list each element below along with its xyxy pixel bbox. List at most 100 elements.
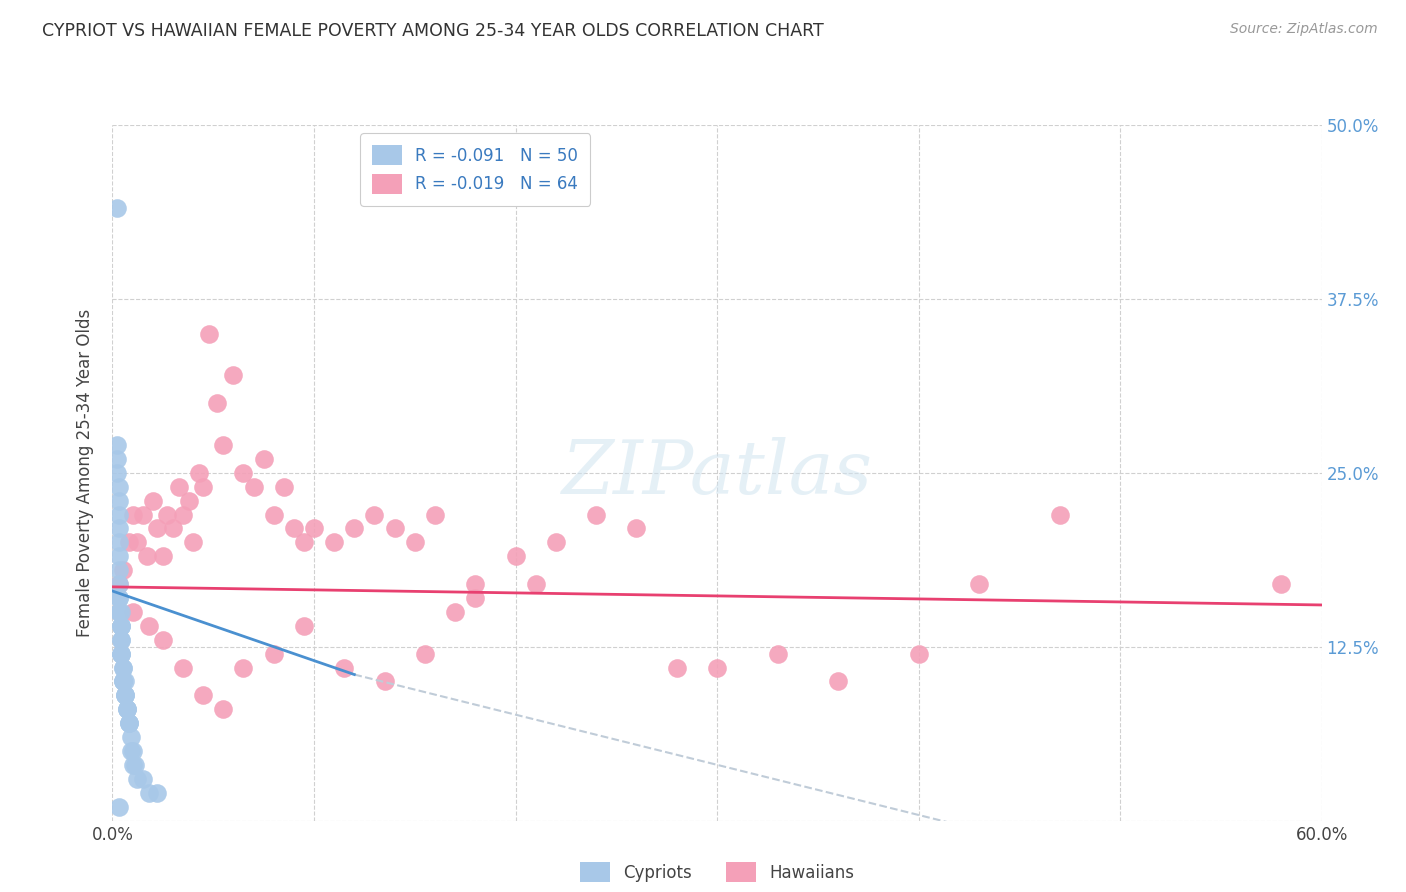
Point bbox=[423, 508, 446, 522]
Point bbox=[222, 368, 245, 383]
Point bbox=[413, 647, 436, 661]
Point bbox=[665, 660, 688, 674]
Point bbox=[363, 508, 385, 522]
Point bbox=[117, 716, 139, 731]
Point bbox=[191, 689, 214, 703]
Point bbox=[120, 730, 142, 744]
Point bbox=[524, 577, 547, 591]
Point bbox=[198, 326, 221, 341]
Point bbox=[191, 480, 214, 494]
Point bbox=[107, 591, 129, 605]
Point bbox=[907, 647, 929, 661]
Point bbox=[242, 480, 264, 494]
Point bbox=[107, 563, 129, 577]
Point bbox=[181, 535, 204, 549]
Point bbox=[207, 396, 229, 410]
Point bbox=[107, 577, 129, 591]
Point bbox=[107, 799, 129, 814]
Point bbox=[120, 744, 142, 758]
Point bbox=[333, 660, 356, 674]
Point bbox=[167, 480, 190, 494]
Point bbox=[121, 744, 143, 758]
Point bbox=[117, 716, 139, 731]
Point bbox=[125, 772, 148, 786]
Point bbox=[117, 716, 139, 731]
Point bbox=[384, 521, 406, 535]
Point bbox=[263, 508, 285, 522]
Point bbox=[105, 466, 128, 480]
Point bbox=[107, 549, 129, 564]
Point bbox=[110, 647, 132, 661]
Point bbox=[253, 451, 276, 466]
Point bbox=[172, 660, 194, 674]
Point bbox=[110, 619, 132, 633]
Point bbox=[115, 702, 138, 716]
Point bbox=[121, 758, 143, 772]
Point bbox=[544, 535, 567, 549]
Point bbox=[121, 508, 143, 522]
Point bbox=[110, 632, 132, 647]
Point bbox=[124, 758, 146, 772]
Point bbox=[232, 466, 254, 480]
Point bbox=[343, 521, 366, 535]
Point bbox=[121, 605, 143, 619]
Point bbox=[107, 577, 129, 591]
Point bbox=[110, 647, 132, 661]
Point bbox=[292, 535, 315, 549]
Point bbox=[115, 702, 138, 716]
Point bbox=[132, 508, 155, 522]
Point bbox=[188, 466, 211, 480]
Y-axis label: Female Poverty Among 25-34 Year Olds: Female Poverty Among 25-34 Year Olds bbox=[76, 309, 94, 637]
Point bbox=[138, 786, 160, 800]
Point bbox=[114, 674, 136, 689]
Point bbox=[374, 674, 396, 689]
Point bbox=[212, 702, 235, 716]
Point bbox=[110, 619, 132, 633]
Point bbox=[156, 508, 179, 522]
Point bbox=[107, 480, 129, 494]
Point bbox=[107, 521, 129, 535]
Point bbox=[626, 521, 648, 535]
Point bbox=[152, 549, 174, 564]
Point bbox=[114, 689, 136, 703]
Point bbox=[283, 521, 305, 535]
Point bbox=[110, 619, 132, 633]
Point bbox=[111, 563, 134, 577]
Legend: Cypriots, Hawaiians: Cypriots, Hawaiians bbox=[574, 855, 860, 888]
Point bbox=[162, 521, 184, 535]
Point bbox=[404, 535, 426, 549]
Point bbox=[212, 438, 235, 452]
Point bbox=[152, 632, 174, 647]
Point bbox=[105, 451, 128, 466]
Point bbox=[138, 619, 160, 633]
Point bbox=[110, 647, 132, 661]
Point bbox=[142, 493, 165, 508]
Point bbox=[444, 605, 467, 619]
Point bbox=[263, 647, 285, 661]
Text: Source: ZipAtlas.com: Source: ZipAtlas.com bbox=[1230, 22, 1378, 37]
Point bbox=[1270, 577, 1292, 591]
Point bbox=[111, 660, 134, 674]
Point bbox=[117, 535, 139, 549]
Point bbox=[827, 674, 849, 689]
Point bbox=[146, 521, 169, 535]
Point bbox=[110, 605, 132, 619]
Point bbox=[111, 674, 134, 689]
Point bbox=[111, 660, 134, 674]
Point bbox=[115, 702, 138, 716]
Point bbox=[1049, 508, 1071, 522]
Point bbox=[114, 689, 136, 703]
Text: ZIPatlas: ZIPatlas bbox=[561, 436, 873, 509]
Point bbox=[967, 577, 990, 591]
Point bbox=[107, 508, 129, 522]
Point bbox=[135, 549, 157, 564]
Point bbox=[232, 660, 254, 674]
Point bbox=[464, 577, 486, 591]
Point bbox=[125, 535, 148, 549]
Point bbox=[302, 521, 325, 535]
Point bbox=[323, 535, 346, 549]
Point bbox=[177, 493, 200, 508]
Point bbox=[107, 591, 129, 605]
Text: CYPRIOT VS HAWAIIAN FEMALE POVERTY AMONG 25-34 YEAR OLDS CORRELATION CHART: CYPRIOT VS HAWAIIAN FEMALE POVERTY AMONG… bbox=[42, 22, 824, 40]
Point bbox=[105, 202, 128, 216]
